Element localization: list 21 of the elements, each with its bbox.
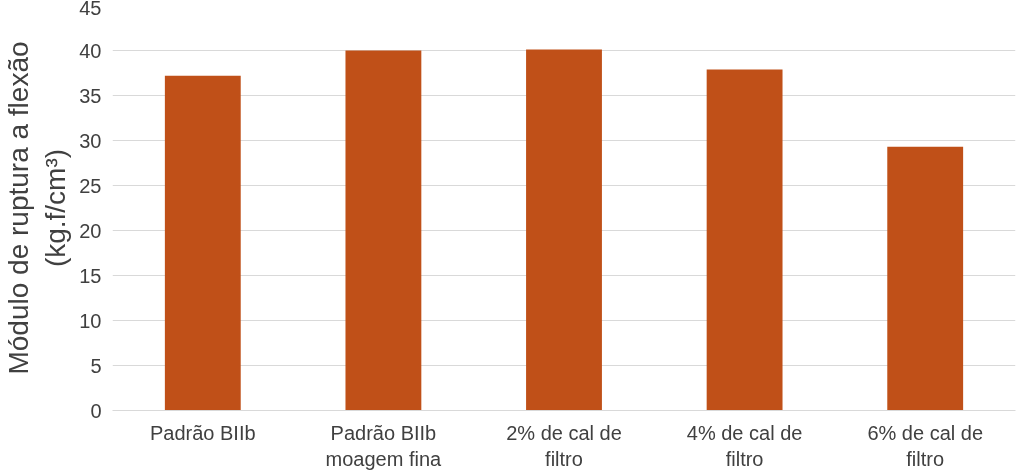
x-tick-label: 4% de cal de filtro [686, 421, 803, 470]
y-tick-label: 10 [79, 309, 102, 332]
x-tick-label: Padrão BIIb moagem fina [325, 421, 443, 470]
y-tick-label: 5 [90, 354, 102, 377]
y-axis-title: Módulo de ruptura a flexão (kg.f/cm³) [3, 41, 72, 375]
x-tick-label: 6% de cal de filtro [867, 421, 984, 470]
y-tick-label: 45 [79, 0, 102, 19]
x-tick-label: Padrão BIIb [149, 421, 256, 444]
y-tick-label: 25 [79, 174, 102, 197]
y-tick-label: 15 [79, 264, 102, 287]
y-tick-label: 0 [90, 399, 102, 422]
bar [164, 75, 241, 411]
bar [887, 146, 964, 411]
y-tick-label: 20 [79, 219, 102, 242]
y-tick-label: 35 [79, 84, 102, 107]
bar [345, 50, 422, 411]
bar [706, 69, 783, 411]
bar [526, 49, 602, 411]
x-tick-label: 2% de cal de filtro [506, 421, 622, 470]
y-tick-label: 40 [79, 39, 102, 62]
y-tick-label: 30 [79, 129, 102, 152]
